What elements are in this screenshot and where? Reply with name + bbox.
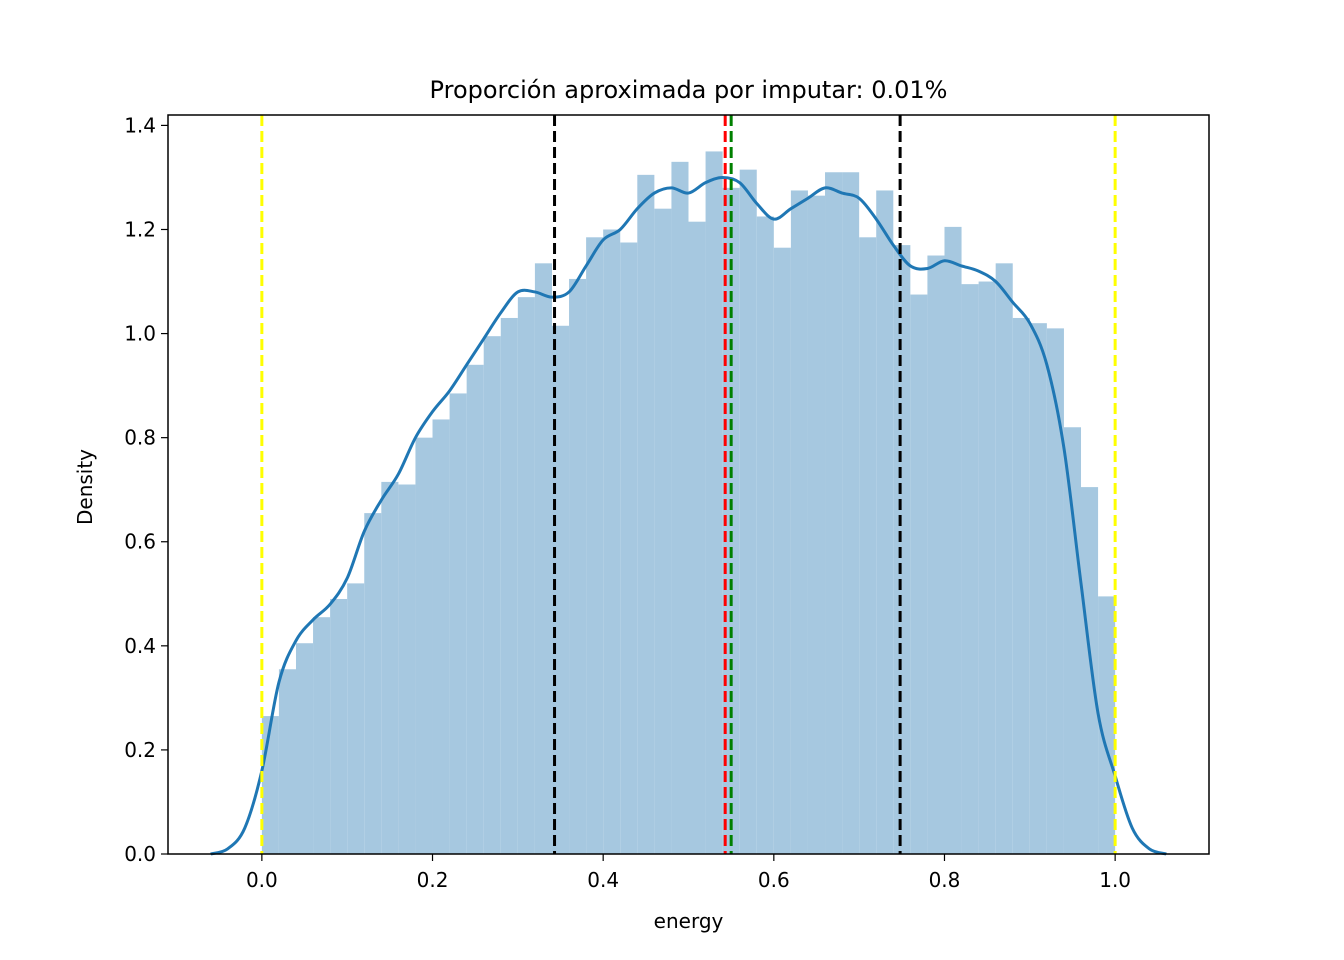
histogram-bar	[569, 278, 587, 854]
histogram-bar	[551, 325, 570, 854]
histogram-bar	[313, 617, 331, 854]
histogram-bar	[603, 229, 621, 855]
histogram-bar	[739, 169, 757, 855]
x-tick-label: 0.2	[417, 868, 449, 892]
histogram-bar	[705, 151, 723, 855]
histogram-bar	[688, 221, 706, 854]
histogram-bar	[654, 208, 672, 855]
y-axis: 0.0 0.2 0.4 0.6 0.8 1.0 1.2 1.4	[124, 113, 168, 866]
x-tick-label: 0.0	[246, 868, 278, 892]
y-tick-label: 0.0	[124, 842, 156, 866]
histogram-bar	[449, 393, 467, 854]
histogram-bar	[620, 242, 638, 854]
histogram-bar	[961, 284, 979, 854]
y-tick-label: 1.4	[124, 113, 156, 137]
histogram-bar	[893, 245, 911, 854]
histogram-bar	[517, 297, 535, 854]
histogram-bar	[432, 419, 450, 854]
kde-line	[210, 175, 1167, 856]
histogram-bar	[876, 190, 894, 854]
y-tick-label: 0.8	[124, 426, 156, 450]
histogram-bar	[910, 294, 928, 854]
histogram-bar	[1081, 487, 1099, 854]
histogram-bar	[927, 255, 945, 854]
histogram-bar	[278, 669, 296, 854]
histogram-bar	[790, 190, 808, 854]
histogram-bars	[261, 151, 1116, 855]
histogram-bar	[756, 216, 774, 854]
y-tick-label: 0.4	[124, 634, 156, 658]
histogram-bar	[483, 336, 501, 854]
histogram-bar	[1046, 328, 1064, 854]
histogram-bar	[637, 174, 655, 855]
reference-lines	[260, 115, 1117, 854]
y-axis-label: Density	[73, 449, 97, 525]
x-tick-label: 0.6	[758, 868, 790, 892]
histogram-bar	[995, 263, 1013, 854]
histogram-bar	[415, 437, 433, 854]
y-tick-label: 1.0	[124, 322, 156, 346]
histogram-bar	[347, 583, 365, 854]
histogram-bar	[534, 263, 552, 854]
kde-curve	[210, 175, 1167, 856]
histogram-bar	[773, 247, 791, 854]
y-tick-label: 0.6	[124, 530, 156, 554]
histogram-bar	[295, 643, 314, 854]
histogram-bar	[859, 237, 877, 854]
x-tick-label: 0.8	[929, 868, 961, 892]
histogram-bar	[944, 226, 962, 854]
histogram-bar	[261, 716, 279, 854]
histogram-bar	[398, 484, 416, 854]
histogram-bar	[671, 161, 689, 855]
histogram-bar	[1063, 427, 1082, 854]
histogram-bar	[978, 281, 996, 854]
histogram-bar	[825, 172, 843, 855]
histogram-bar	[842, 172, 860, 855]
plot-area	[210, 115, 1167, 856]
histogram-bar	[1029, 323, 1047, 854]
x-tick-label: 1.0	[1099, 868, 1131, 892]
plot-frame	[167, 114, 1210, 855]
histogram-bar	[364, 513, 382, 854]
histogram-bar	[586, 237, 604, 854]
histogram-bar	[381, 481, 399, 854]
histogram-bar	[1098, 596, 1116, 854]
histogram-bar	[807, 195, 826, 854]
x-axis-label: energy	[654, 909, 724, 933]
y-tick-label: 1.2	[124, 217, 156, 241]
histogram-bar	[500, 317, 518, 854]
x-tick-label: 0.4	[587, 868, 619, 892]
histogram-bar	[1012, 317, 1030, 854]
histogram-bar	[466, 364, 484, 854]
y-tick-label: 0.2	[124, 738, 156, 762]
chart-title: Proporción aproximada por imputar: 0.01%	[430, 76, 948, 104]
histogram-bar	[330, 598, 348, 854]
x-axis: 0.0 0.2 0.4 0.6 0.8 1.0	[246, 854, 1131, 892]
